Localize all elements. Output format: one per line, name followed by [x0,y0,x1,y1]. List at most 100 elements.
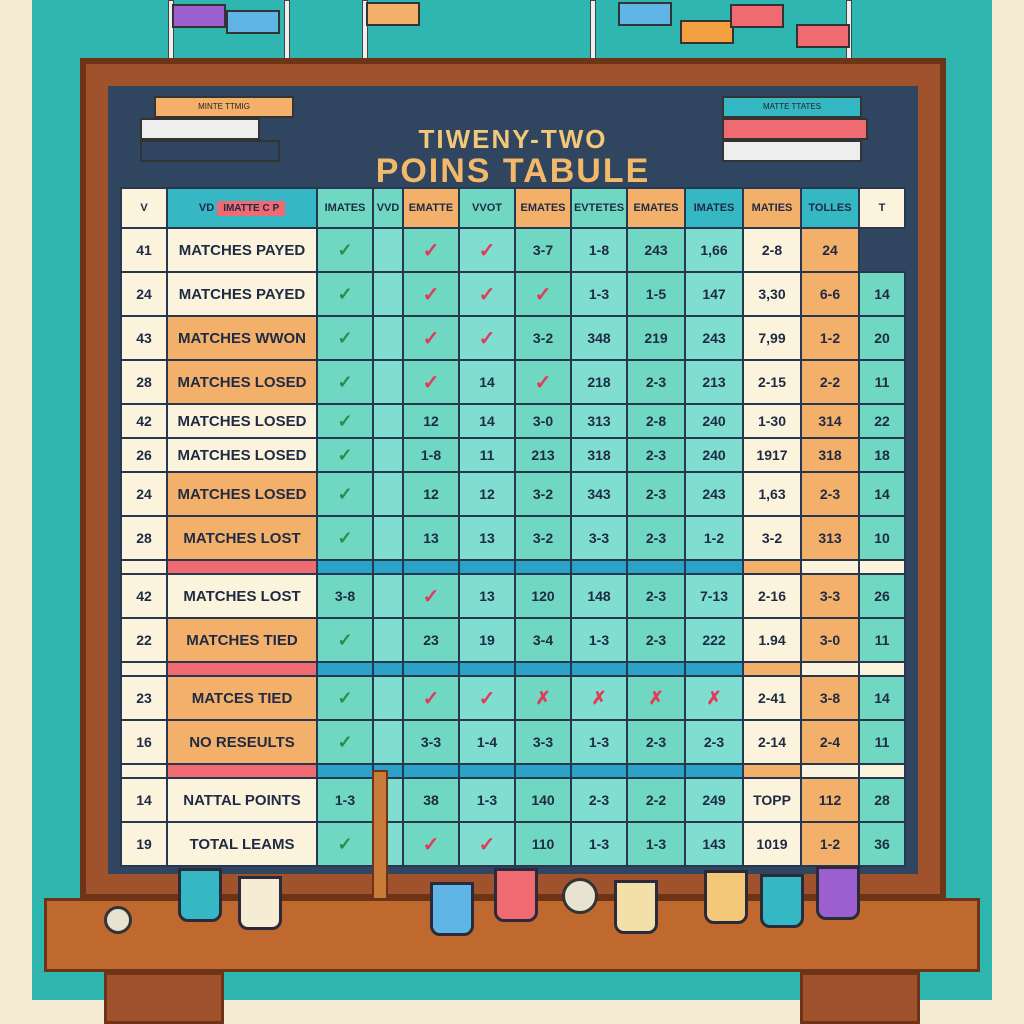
separator-cell [800,763,860,779]
table-cell: 3-3 [570,515,628,561]
check-icon: ✓ [316,617,374,663]
check-icon: ✓ [316,359,374,405]
table-cell: 3-4 [514,617,572,663]
table-cell: 1-3 [458,777,516,823]
check-icon: ✓ [316,719,374,765]
check-icon: ✓ [458,821,516,867]
separator-cell [458,559,516,575]
row-label: MATCHES WWON [166,315,318,361]
separator-cell [372,559,404,575]
separator-cell [402,661,460,677]
header-cell: EMATTE [402,187,460,229]
table-cell: 2-3 [626,719,686,765]
table-cell: 110 [514,821,572,867]
separator-cell [166,763,318,779]
row-number: 24 [120,271,168,317]
row-label: MATCHES LOSED [166,403,318,439]
separator-row [120,763,906,779]
table-cell: 1,63 [742,471,802,517]
separator-cell [858,559,906,575]
table-cell: 1-8 [570,227,628,273]
table-cell: 2-3 [626,359,686,405]
table-cell: 218 [570,359,628,405]
separator-cell [120,559,168,575]
header-cell: VVD [372,187,404,229]
book [140,140,280,162]
table-row: 43 MATCHES WWON ✓ ✓ ✓ 3-2 348 219 243 7,99 1-2 20 [120,315,906,361]
cricket-ball [104,906,132,934]
row-number: 19 [120,821,168,867]
check-icon: ✓ [514,271,572,317]
table-cell: 11 [458,437,516,473]
table-cell: 243 [684,315,744,361]
separator-cell [458,661,516,677]
table-cell: 213 [514,437,572,473]
table-cell: 348 [570,315,628,361]
table-cell: 120 [514,573,572,619]
table-cell: 1-3 [570,821,628,867]
table-cell: 14 [458,403,516,439]
table-cell: 3-2 [514,315,572,361]
table-cell [372,437,404,473]
header-cell: TOLLES [800,187,860,229]
separator-row [120,661,906,677]
table-cell: TOPP [742,777,802,823]
row-number: 28 [120,359,168,405]
separator-cell [684,661,744,677]
separator-cell [458,763,516,779]
table-cell [372,719,404,765]
check-icon: ✓ [316,821,374,867]
table-cell: 12 [402,471,460,517]
table-cell: 1-4 [458,719,516,765]
header-cell: EVTETES [570,187,628,229]
mug [760,874,804,928]
table-cell: 1-3 [316,777,374,823]
row-label: MATCHES LOSED [166,437,318,473]
table-cell: 243 [684,471,744,517]
separator-cell [626,763,686,779]
cross-icon: ✗ [514,675,572,721]
row-label: MATCES TIED [166,675,318,721]
table-cell: 3-0 [514,403,572,439]
mug [614,880,658,934]
table-cell: 1-5 [626,271,686,317]
table-cell: 13 [458,573,516,619]
title-line-2: POINS TABULE [375,152,651,190]
flag-red [796,24,850,48]
separator-cell [570,559,628,575]
table-cell: 343 [570,471,628,517]
mug [704,870,748,924]
check-icon: ✓ [402,675,460,721]
check-icon: ✓ [458,271,516,317]
book [140,118,260,140]
header-row: V VD IMATTE C P IMATES VVD EMATTE VVOT E… [120,187,906,229]
book [722,140,862,162]
row-number: 24 [120,471,168,517]
separator-cell [800,559,860,575]
book [722,118,868,140]
table-cell: 11 [858,359,906,405]
table-cell: 11 [858,617,906,663]
shelf-leg [104,972,224,1024]
table-cell: 143 [684,821,744,867]
table-cell: 240 [684,403,744,439]
table-cell: 140 [514,777,572,823]
table-cell: 28 [858,777,906,823]
table-cell: 1-3 [570,719,628,765]
row-label: MATCHES LOST [166,515,318,561]
check-icon: ✓ [316,471,374,517]
table-cell: 1,66 [684,227,744,273]
table-row: 28 MATCHES LOST ✓ 13 13 3-2 3-3 2-3 1-2 3-2 313 10 [120,515,906,561]
table-row: 16 NO RESEULTS ✓ 3-3 1-4 3-3 1-3 2-3 2-3 2-14 2-4 1… [120,719,906,765]
table-cell: 14 [858,675,906,721]
header-cell: IMATES [684,187,744,229]
separator-cell [742,763,802,779]
table-cell [372,359,404,405]
table-cell: 314 [800,403,860,439]
flag-red [730,4,784,28]
row-label: NATTAL POINTS [166,777,318,823]
table-cell: 240 [684,437,744,473]
table-cell: 13 [402,515,460,561]
row-label: MATCHES PAYED [166,227,318,273]
book-stack-left: MINTE TTMIG [140,96,294,162]
